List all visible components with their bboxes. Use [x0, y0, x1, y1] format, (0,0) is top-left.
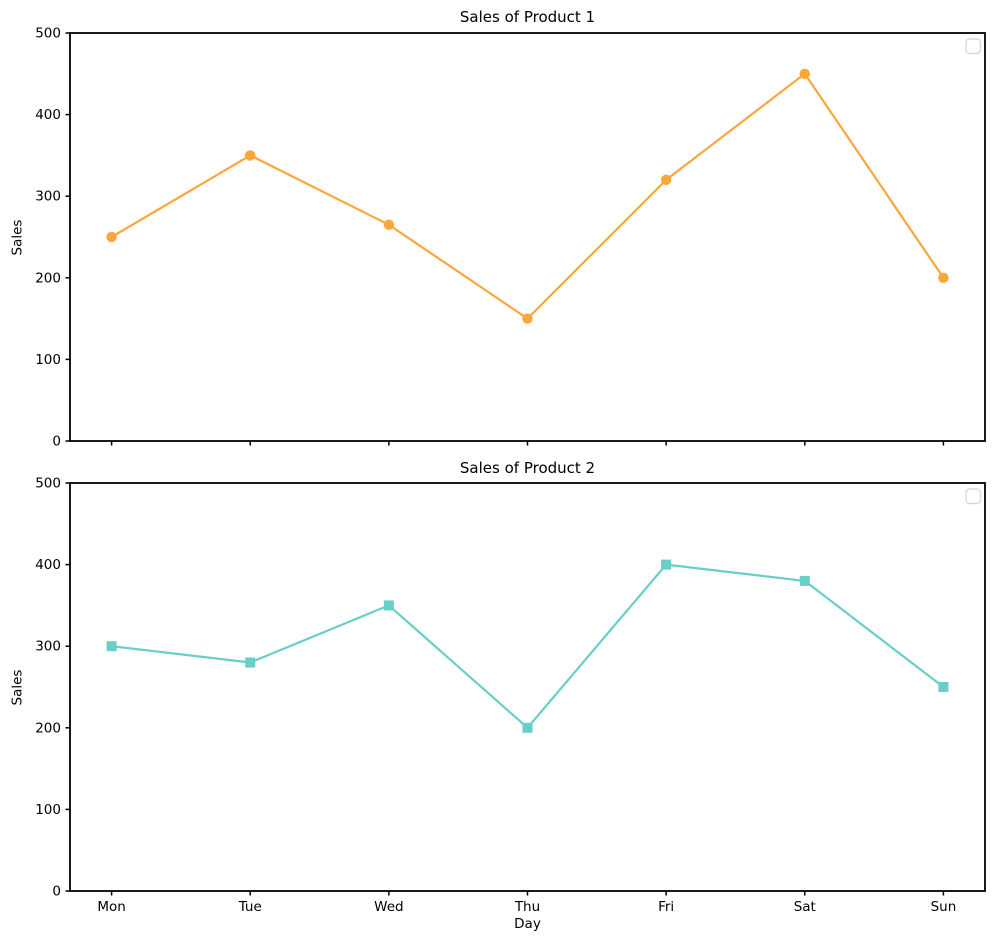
plot1-data-point-marker: [383, 219, 395, 230]
plot1-y-axis-label: Sales: [9, 219, 26, 256]
plot1-y-tick-label: 200: [35, 270, 61, 286]
plot1-data-point-marker: [106, 231, 117, 243]
plot1-title: Sales of Product 1: [459, 8, 596, 26]
plot1-y-tick-label: 300: [35, 189, 61, 205]
plot2-data-point-marker: [383, 600, 394, 611]
plot1-data-point-marker: [938, 272, 949, 283]
plot1-data-point-marker: [522, 313, 533, 324]
plot2-x-tick-label: Fri: [658, 899, 674, 915]
plot1-data-point-marker: [799, 68, 810, 80]
plot1-y-tick-label: 100: [35, 352, 61, 368]
plot2-series-line: [110, 563, 945, 729]
plot2-data-point-marker: [661, 559, 672, 570]
plot1-data-point-marker: [660, 174, 672, 186]
plot2-x-tick-label: Mon: [97, 899, 125, 915]
plot2-legend-box: [965, 488, 982, 505]
plot2-axes-frame: [69, 482, 986, 892]
plot1-series-line: [110, 72, 945, 320]
plot2-x-tick-label: Sat: [794, 899, 816, 915]
plot2-data-point-marker: [522, 722, 533, 733]
plot2-data-point-marker: [106, 641, 117, 652]
plot2-x-tick-label: Thu: [514, 899, 540, 915]
plot2-x-tick-label: Sun: [931, 899, 957, 915]
plot2-y-tick-label: 200: [35, 720, 61, 736]
plot1-data-point-marker: [245, 150, 256, 161]
plot2-y-tick-label: 100: [35, 802, 61, 818]
plot2-y-tick-label: 0: [52, 884, 61, 900]
plot2-x-tick-label: Wed: [374, 899, 403, 915]
plot1-y-tick-label: 500: [35, 26, 61, 42]
plot1-axes-frame: [69, 32, 986, 442]
plot2-y-axis-label: Sales: [9, 669, 26, 706]
plot2-data-point-marker: [245, 657, 256, 668]
plot2-y-tick-label: 400: [35, 557, 61, 573]
plot2-x-axis-label: Day: [514, 916, 541, 932]
plot2-x-tick-label: Tue: [238, 899, 262, 915]
plot1-y-tick-label: 0: [52, 434, 61, 450]
plot1-legend-box: [965, 38, 982, 55]
plot2-data-point-marker: [938, 682, 949, 692]
plot2-data-point-marker: [799, 575, 810, 586]
plot2-y-tick-label: 500: [35, 476, 61, 492]
plot1-y-tick-label: 400: [35, 107, 61, 123]
plot2-title: Sales of Product 2: [459, 459, 596, 477]
plot2-y-tick-label: 300: [35, 639, 61, 655]
